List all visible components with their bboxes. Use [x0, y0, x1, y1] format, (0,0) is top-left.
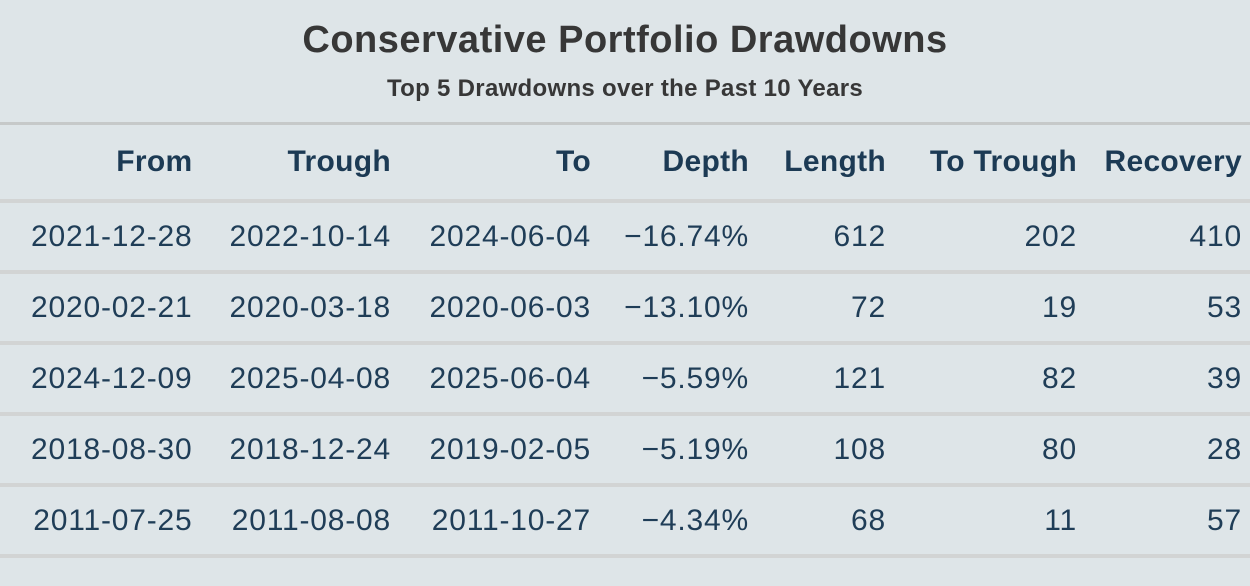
col-header-to-trough: To Trough	[886, 125, 1077, 203]
table-row: 2021-12-28 2022-10-14 2024-06-04 −16.74%…	[0, 201, 1250, 274]
col-header-from: From	[0, 125, 193, 203]
cell-to-trough: 82	[886, 343, 1077, 416]
cell-from: 2021-12-28	[0, 201, 193, 274]
cell-to-trough: 19	[886, 272, 1077, 345]
cell-length: 72	[749, 272, 886, 345]
header-row: From Trough To Depth Length To Trough Re…	[0, 125, 1250, 203]
cell-recovery: 28	[1077, 414, 1250, 487]
cell-trough: 2020-03-18	[192, 272, 391, 345]
cell-from: 2024-12-09	[0, 343, 193, 416]
title-block: Conservative Portfolio Drawdowns Top 5 D…	[0, 0, 1250, 125]
cell-to-trough: 202	[886, 201, 1077, 274]
cell-depth: −13.10%	[591, 272, 749, 345]
cell-length: 612	[749, 201, 886, 274]
cell-depth: −16.74%	[591, 201, 749, 274]
cell-to: 2025-06-04	[391, 343, 591, 416]
cell-to: 2011-10-27	[391, 485, 591, 558]
drawdowns-table: From Trough To Depth Length To Trough Re…	[0, 125, 1250, 558]
cell-recovery: 53	[1077, 272, 1250, 345]
table-row: 2011-07-25 2011-08-08 2011-10-27 −4.34% …	[0, 485, 1250, 558]
cell-to-trough: 80	[886, 414, 1077, 487]
cell-length: 68	[749, 485, 886, 558]
cell-trough: 2022-10-14	[192, 201, 391, 274]
cell-from: 2020-02-21	[0, 272, 193, 345]
cell-to: 2024-06-04	[391, 201, 591, 274]
cell-depth: −5.19%	[591, 414, 749, 487]
table-row: 2018-08-30 2018-12-24 2019-02-05 −5.19% …	[0, 414, 1250, 487]
table-row: 2024-12-09 2025-04-08 2025-06-04 −5.59% …	[0, 343, 1250, 416]
cell-trough: 2025-04-08	[192, 343, 391, 416]
page-subtitle: Top 5 Drawdowns over the Past 10 Years	[386, 75, 864, 102]
cell-trough: 2011-08-08	[192, 485, 391, 558]
cell-recovery: 410	[1077, 201, 1250, 274]
cell-depth: −5.59%	[591, 343, 749, 416]
page-title: Conservative Portfolio Drawdowns	[302, 19, 948, 61]
col-header-to: To	[391, 125, 591, 203]
cell-depth: −4.34%	[591, 485, 749, 558]
col-header-length: Length	[749, 125, 886, 203]
cell-to-trough: 11	[886, 485, 1077, 558]
cell-length: 108	[749, 414, 886, 487]
cell-from: 2018-08-30	[0, 414, 193, 487]
col-header-trough: Trough	[192, 125, 391, 203]
cell-to: 2019-02-05	[391, 414, 591, 487]
cell-to: 2020-06-03	[391, 272, 591, 345]
cell-recovery: 57	[1077, 485, 1250, 558]
cell-length: 121	[749, 343, 886, 416]
cell-trough: 2018-12-24	[192, 414, 391, 487]
table-row: 2020-02-21 2020-03-18 2020-06-03 −13.10%…	[0, 272, 1250, 345]
col-header-depth: Depth	[591, 125, 749, 203]
col-header-recovery: Recovery	[1077, 125, 1250, 203]
cell-recovery: 39	[1077, 343, 1250, 416]
cell-from: 2011-07-25	[0, 485, 193, 558]
